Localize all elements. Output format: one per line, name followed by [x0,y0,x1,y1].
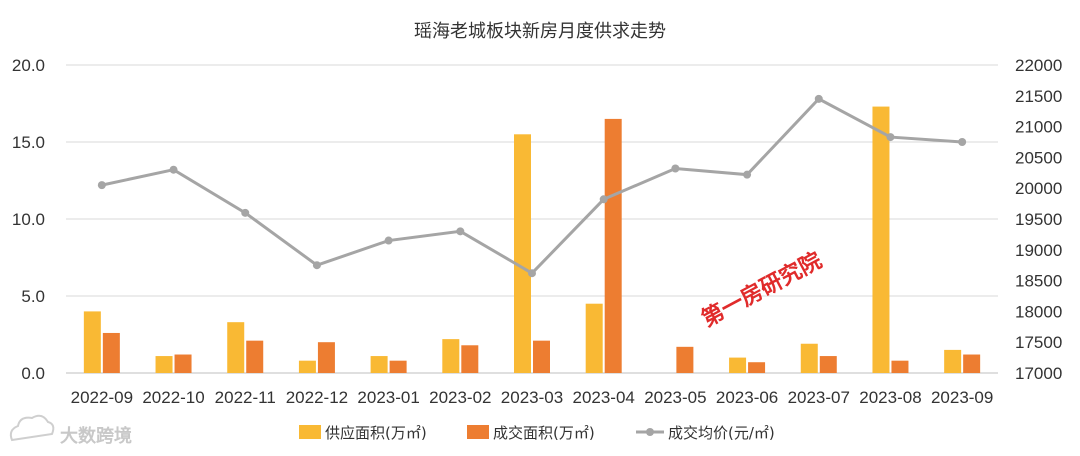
x-tick-label: 2023-07 [788,388,850,407]
bars [83,106,981,374]
supply-bar [83,311,101,373]
x-tick-label: 2022-09 [71,388,133,407]
legend: 供应面积(万㎡) 成交面积(万㎡) 成交均价(元/㎡) [299,424,775,442]
supply-bar [227,322,245,373]
supply-bar [800,343,818,373]
right-tick-label: 21000 [1015,118,1062,137]
right-tick-label: 17000 [1015,364,1062,383]
price-point [312,261,321,270]
deal-bar [533,340,550,373]
price-point [528,269,536,278]
legend-swatch-supply [299,425,321,439]
deal-bar [819,356,837,373]
price-point [958,138,967,146]
x-tick-label: 2023-05 [644,388,706,407]
watermark: 第一房研究院 [697,247,826,332]
left-tick-label: 0.0 [21,364,45,383]
price-point [886,133,895,142]
x-tick-label: 2022-11 [215,388,276,407]
x-tick-label: 2023-09 [931,388,993,407]
left-tick-label: 5.0 [21,287,45,306]
legend-swatch-deal [467,425,489,439]
right-tick-label: 18000 [1015,302,1062,321]
right-axis: 17000 17500 18000 18500 19000 19500 20000 20500… [1015,56,1062,383]
logo-text: 大数跨境 [60,425,132,447]
chart-title: 瑶海老城板块新房月度供求走势 [414,21,666,42]
gridlines [66,64,998,374]
right-tick-label: 20500 [1015,148,1062,167]
x-tick-label: 2023-06 [716,388,778,407]
supply-bar [585,303,603,373]
left-tick-label: 20.0 [12,56,45,75]
x-tick-label: 2022-10 [142,388,204,407]
x-tick-label: 2023-03 [501,388,563,407]
x-tick-label: 2023-08 [859,388,921,407]
right-tick-label: 17500 [1015,333,1062,352]
deal-bar [891,360,909,373]
price-point [241,208,250,217]
right-tick-label: 22000 [1015,56,1062,75]
price-point [743,170,752,179]
right-tick-label: 19000 [1015,241,1062,260]
x-tick-label: 2023-01 [357,388,419,407]
supply-bar [514,134,531,373]
deal-bar [748,362,766,373]
deal-bar [604,118,622,374]
supply-bar [298,360,316,373]
x-tick-label: 2022-12 [286,388,348,407]
x-tick-label: 2023-04 [572,388,634,407]
deal-bar [246,340,264,373]
deal-bar [389,360,407,373]
price-point [169,165,178,174]
deal-bar [963,354,981,373]
right-tick-label: 20000 [1015,179,1062,198]
deal-bar [174,354,192,373]
supply-bar [442,339,460,373]
left-tick-label: 10.0 [12,210,45,229]
left-axis: 0.0 5.0 10.0 15.0 20.0 [12,56,45,383]
right-tick-label: 19500 [1015,210,1062,229]
price-point [671,164,680,173]
legend-label-supply: 供应面积(万㎡) [325,424,427,442]
deal-bar [102,332,120,373]
supply-bar [729,357,747,373]
supply-bar [872,106,890,373]
deal-bar [317,342,335,373]
x-axis: 2022-09 2022-10 2022-11 2022-12 2023-01 2023-… [71,388,994,407]
price-point [456,227,465,236]
right-tick-label: 18500 [1015,272,1062,291]
price-point [97,181,106,190]
legend-marker-price [646,428,654,436]
supply-bar [155,356,173,373]
price-point [384,236,393,245]
left-tick-label: 15.0 [12,133,45,152]
price-polyline [101,97,963,276]
supply-bar [370,356,388,373]
price-point [814,94,823,103]
deal-bar [676,346,694,373]
price-point [599,195,608,204]
x-tick-label: 2023-02 [429,388,491,407]
cloud-logo-icon [9,414,55,442]
legend-label-price: 成交均价(元/㎡) [668,424,775,442]
price-line [97,94,967,278]
right-tick-label: 21500 [1015,87,1062,106]
supply-bar [944,349,962,373]
legend-label-deal: 成交面积(万㎡) [493,424,595,442]
deal-bar [461,345,479,373]
